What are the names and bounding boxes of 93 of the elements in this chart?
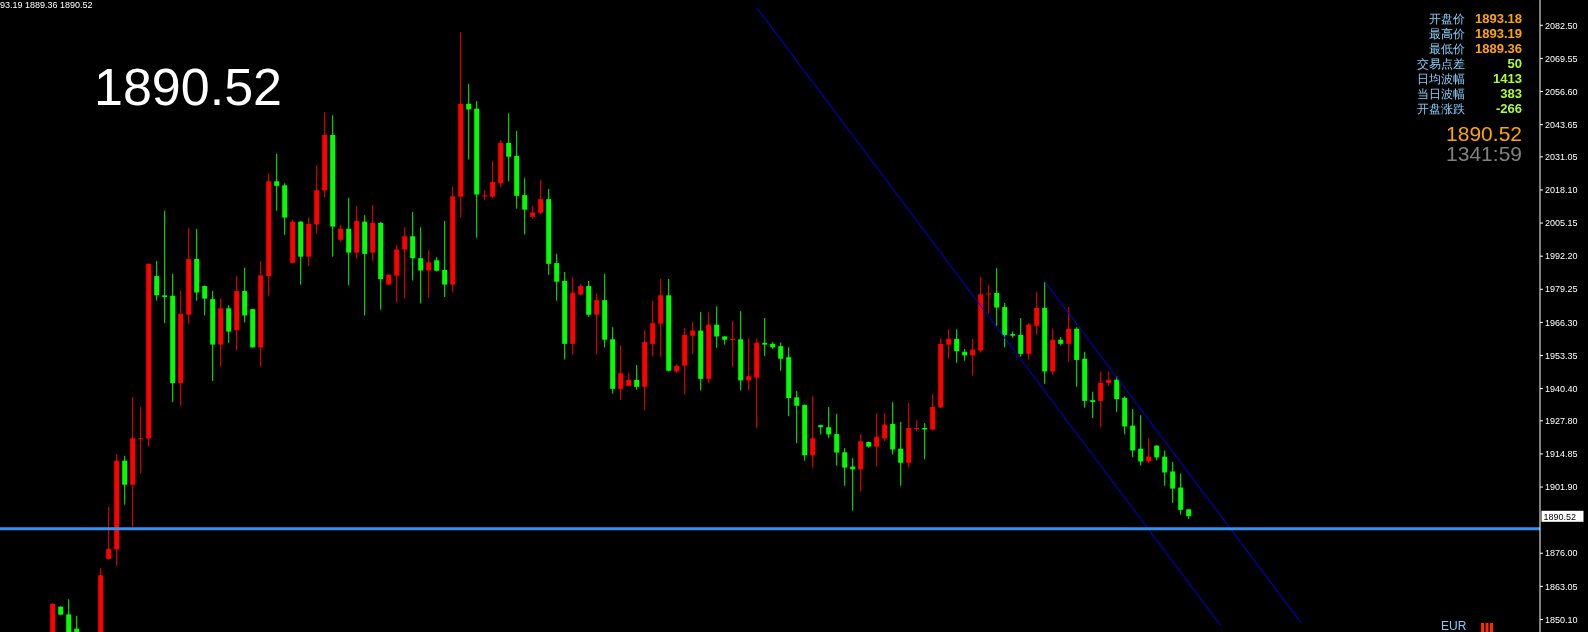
annotation: 50 — [1507, 55, 1522, 71]
annotation: 最高价 — [1429, 26, 1465, 41]
candlestick — [930, 393, 936, 432]
annotation: 1890.52 — [1446, 122, 1522, 145]
candlestick — [634, 364, 640, 391]
candlestick — [346, 197, 352, 286]
candlestick — [418, 226, 424, 304]
y-tick-label: 2031.05 — [1545, 152, 1578, 163]
candlestick — [538, 179, 544, 215]
candlestick — [714, 305, 720, 349]
candlestick — [554, 253, 560, 302]
y-tick-label: 2005.15 — [1545, 218, 1578, 229]
candlestick — [522, 177, 528, 235]
candlestick — [690, 321, 696, 355]
annotation: 1893.19 — [1475, 25, 1522, 41]
candlestick — [106, 506, 112, 560]
text: 1890.52 — [1543, 511, 1577, 522]
annotation: 1889.36 — [1475, 40, 1522, 56]
y-tick-label: 1914.85 — [1545, 449, 1578, 460]
candlestick — [826, 406, 832, 439]
candlestick — [138, 406, 144, 474]
y-tick-label: 1863.05 — [1545, 581, 1578, 592]
annotation: 最低价 — [1429, 41, 1465, 56]
annotation: 1413 — [1493, 70, 1522, 86]
candlestick — [1162, 449, 1168, 487]
y-tick-label: 2056.60 — [1545, 86, 1578, 97]
y-tick-label: 2043.65 — [1545, 119, 1578, 130]
candlestick — [922, 422, 928, 460]
y-tick-label: 1966.30 — [1545, 317, 1578, 328]
y-tick-label: 1940.40 — [1545, 383, 1578, 394]
y-tick-label: 1953.35 — [1545, 350, 1578, 361]
candlestick — [442, 220, 448, 298]
candlestick — [746, 337, 752, 391]
annotation: 1341:59 — [1446, 142, 1522, 165]
annotation: 1890.52 — [94, 58, 282, 116]
candlestick — [914, 419, 920, 432]
candlestick — [618, 344, 624, 401]
candlestick — [594, 293, 600, 356]
candlestick — [986, 284, 992, 314]
candlestick — [490, 160, 496, 199]
candlestick — [882, 412, 888, 442]
candlestick — [202, 285, 208, 316]
candlestick — [426, 249, 432, 298]
candlestick — [810, 395, 816, 469]
y-tick-label: 1850.10 — [1545, 614, 1578, 625]
y-tick-label: 1901.90 — [1545, 482, 1578, 493]
candlestick — [482, 189, 488, 201]
candlestick — [1090, 391, 1096, 419]
annotation: -266 — [1495, 100, 1522, 116]
candlestick — [794, 390, 800, 444]
candlestick — [402, 226, 408, 300]
y-tick-label: 2018.10 — [1545, 185, 1578, 196]
annotation: EUR — [1441, 619, 1467, 632]
y-tick-label: 1876.00 — [1545, 548, 1578, 559]
annotation: 当日波幅 — [1417, 86, 1465, 101]
annotation: 93.19 1889.36 1890.52 — [0, 0, 93, 10]
annotation: 1893.18 — [1475, 10, 1522, 26]
candlestick — [1098, 370, 1104, 428]
candlestick — [954, 328, 960, 364]
annotation: 交易点差 — [1417, 56, 1465, 71]
candlestick — [274, 153, 280, 212]
candlestick — [66, 598, 72, 632]
candlestick — [874, 412, 880, 468]
annotation: 开盘涨跌 — [1417, 101, 1465, 116]
candlestick — [946, 328, 952, 360]
candlestick — [778, 342, 784, 372]
candlestick — [1178, 472, 1184, 516]
candlestick — [730, 320, 736, 368]
candlestick — [762, 317, 768, 357]
candlestick — [898, 421, 904, 487]
candlestick — [410, 211, 416, 281]
candlestick — [1066, 306, 1072, 363]
candlestick — [1138, 414, 1144, 467]
y-tick-label: 1927.80 — [1545, 416, 1578, 427]
y-tick-label: 2069.55 — [1545, 53, 1578, 64]
candlestick — [1018, 317, 1024, 358]
candlestick — [834, 413, 840, 467]
annotation: 开盘价 — [1429, 11, 1465, 26]
candlestick — [650, 300, 656, 357]
y-tick-label: 1992.20 — [1545, 251, 1578, 262]
candlestick — [1034, 291, 1040, 336]
annotation: 日均波幅 — [1417, 71, 1465, 86]
annotation: 383 — [1500, 85, 1522, 101]
candlestick — [506, 112, 512, 182]
y-tick-label: 2082.50 — [1545, 20, 1578, 31]
candlestick — [1170, 461, 1176, 504]
candlestick — [226, 304, 232, 344]
y-tick-label: 1979.25 — [1545, 284, 1578, 295]
candlestick — [842, 447, 848, 487]
candlestick — [1114, 375, 1120, 413]
candlestick — [994, 267, 1000, 327]
candlestick — [154, 260, 160, 302]
candlestick — [162, 210, 168, 324]
